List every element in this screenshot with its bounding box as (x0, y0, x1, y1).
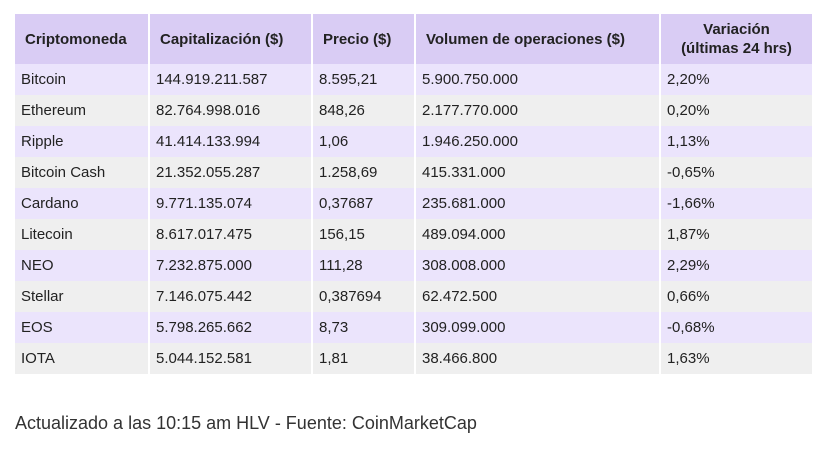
cell-change-24h: -0,68% (661, 312, 812, 343)
cell-market-cap: 7.146.075.442 (150, 281, 313, 312)
cell-cryptocurrency: Cardano (15, 188, 150, 219)
header-change-24h: Variación (últimas 24 hrs) (661, 14, 812, 64)
cell-cryptocurrency: Ethereum (15, 95, 150, 126)
cell-volume: 489.094.000 (416, 219, 661, 250)
cell-price: 8.595,21 (313, 64, 416, 95)
cell-volume: 2.177.770.000 (416, 95, 661, 126)
cell-change-24h: 2,20% (661, 64, 812, 95)
cell-cryptocurrency: EOS (15, 312, 150, 343)
cell-price: 848,26 (313, 95, 416, 126)
cell-price: 0,37687 (313, 188, 416, 219)
table-row: Litecoin 8.617.017.475 156,15 489.094.000 1,… (15, 219, 812, 250)
cell-cryptocurrency: IOTA (15, 343, 150, 374)
table-row: Stellar 7.146.075.442 0,387694 62.472.500 0,… (15, 281, 812, 312)
header-change-period: (últimas 24 hrs) (681, 40, 792, 57)
cell-market-cap: 21.352.055.287 (150, 157, 313, 188)
cell-volume: 5.900.750.000 (416, 64, 661, 95)
cell-volume: 62.472.500 (416, 281, 661, 312)
cell-market-cap: 9.771.135.074 (150, 188, 313, 219)
cell-change-24h: 1,63% (661, 343, 812, 374)
cell-change-24h: -1,66% (661, 188, 812, 219)
table-row: Ripple 41.414.133.994 1,06 1.946.250.000 1,1… (15, 126, 812, 157)
cell-volume: 308.008.000 (416, 250, 661, 281)
cell-market-cap: 8.617.017.475 (150, 219, 313, 250)
cell-market-cap: 5.044.152.581 (150, 343, 313, 374)
source-footer: Actualizado a las 10:15 am HLV - Fuente:… (15, 413, 477, 433)
cell-market-cap: 41.414.133.994 (150, 126, 313, 157)
cell-price: 1,81 (313, 343, 416, 374)
cell-volume: 415.331.000 (416, 157, 661, 188)
table-row: Bitcoin 144.919.211.587 8.595,21 5.900.750.… (15, 64, 812, 95)
header-volume: Volumen de operaciones ($) (416, 14, 661, 64)
header-market-cap: Capitalización ($) (150, 14, 313, 64)
table-row: Ethereum 82.764.998.016 848,26 2.177.770.00… (15, 95, 812, 126)
cell-cryptocurrency: Bitcoin (15, 64, 150, 95)
table-row: EOS 5.798.265.662 8,73 309.099.000 -0,68% (15, 312, 812, 343)
table-header-row: Criptomoneda Capitalización ($) Precio (… (15, 14, 812, 64)
cell-volume: 309.099.000 (416, 312, 661, 343)
table-row: Cardano 9.771.135.074 0,37687 235.681.000 -1… (15, 188, 812, 219)
cell-volume: 1.946.250.000 (416, 126, 661, 157)
cell-price: 0,387694 (313, 281, 416, 312)
cell-change-24h: -0,65% (661, 157, 812, 188)
header-cryptocurrency: Criptomoneda (15, 14, 150, 64)
header-change-label: Variación (703, 21, 770, 38)
cell-change-24h: 1,87% (661, 219, 812, 250)
cell-change-24h: 0,66% (661, 281, 812, 312)
cell-cryptocurrency: Ripple (15, 126, 150, 157)
cell-cryptocurrency: Litecoin (15, 219, 150, 250)
cell-price: 111,28 (313, 250, 416, 281)
cell-cryptocurrency: Stellar (15, 281, 150, 312)
cell-market-cap: 82.764.998.016 (150, 95, 313, 126)
table-row: IOTA 5.044.152.581 1,81 38.466.800 1,63% (15, 343, 812, 374)
table-row: Bitcoin Cash 21.352.055.287 1.258,69 415.33… (15, 157, 812, 188)
cell-price: 8,73 (313, 312, 416, 343)
cell-price: 156,15 (313, 219, 416, 250)
cell-price: 1.258,69 (313, 157, 416, 188)
crypto-table-container: Criptomoneda Capitalización ($) Precio (… (15, 14, 812, 374)
cell-market-cap: 144.919.211.587 (150, 64, 313, 95)
cell-volume: 235.681.000 (416, 188, 661, 219)
cell-change-24h: 2,29% (661, 250, 812, 281)
cell-change-24h: 1,13% (661, 126, 812, 157)
crypto-table: Criptomoneda Capitalización ($) Precio (… (15, 14, 812, 374)
cell-price: 1,06 (313, 126, 416, 157)
cell-cryptocurrency: NEO (15, 250, 150, 281)
cell-change-24h: 0,20% (661, 95, 812, 126)
header-price: Precio ($) (313, 14, 416, 64)
cell-cryptocurrency: Bitcoin Cash (15, 157, 150, 188)
table-row: NEO 7.232.875.000 111,28 308.008.000 2,29% (15, 250, 812, 281)
cell-market-cap: 7.232.875.000 (150, 250, 313, 281)
table-body: Bitcoin 144.919.211.587 8.595,21 5.900.750.… (15, 64, 812, 374)
cell-volume: 38.466.800 (416, 343, 661, 374)
cell-market-cap: 5.798.265.662 (150, 312, 313, 343)
